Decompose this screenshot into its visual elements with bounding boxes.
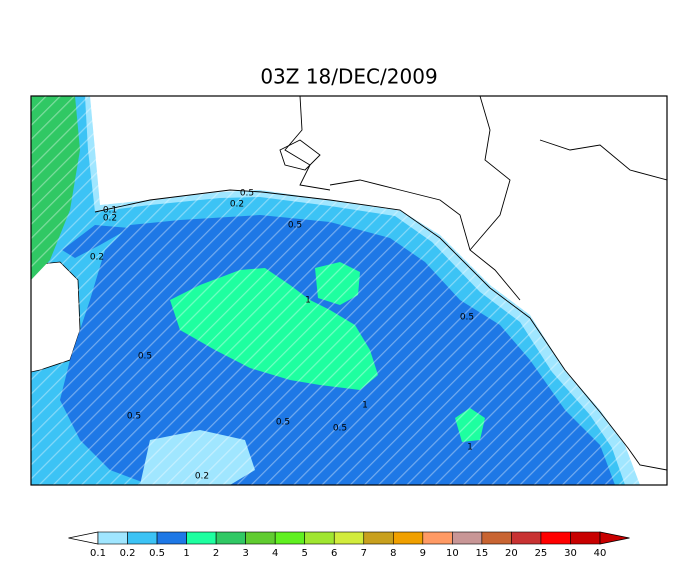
colorbar-high-triangle (599, 531, 630, 545)
colorbar-label: 4 (272, 548, 278, 559)
map-area (31, 96, 667, 485)
contour-label: 0.5 (127, 412, 141, 422)
colorbar-low-triangle (68, 531, 99, 545)
contour-label: 1 (305, 296, 311, 306)
colorbar-label: 2 (213, 548, 219, 559)
colorbar-label: 30 (564, 548, 577, 559)
colorbar-label: 0.5 (149, 548, 165, 559)
colorbar-box (156, 531, 187, 545)
colorbar-label: 6 (331, 548, 337, 559)
colorbar-box (245, 531, 276, 545)
contour-label: 1 (467, 443, 473, 453)
colorbar-label: 5 (302, 548, 308, 559)
contour-label: 0.5 (240, 189, 254, 199)
colorbar-box (452, 531, 483, 545)
contour-label: 0.1 (103, 206, 117, 216)
contour-label: 0.5 (138, 352, 152, 362)
colorbar-label: 25 (535, 548, 548, 559)
contour-label: 0.5 (460, 313, 474, 323)
colorbar-label: 15 (476, 548, 489, 559)
contour-label: 0.2 (230, 200, 244, 210)
colorbar-label: 1 (183, 548, 189, 559)
contour-label: 0.5 (276, 418, 290, 428)
contour-label: 0.2 (195, 472, 209, 482)
contour-label: 0.5 (333, 424, 347, 434)
colorbar-box (127, 531, 158, 545)
colorbar-box (481, 531, 512, 545)
contour-label: 0.5 (288, 221, 302, 231)
colorbar-label: 10 (446, 548, 459, 559)
colorbar-label: 7 (361, 548, 367, 559)
colorbar-label: 3 (242, 548, 248, 559)
map-title: 03Z 18/DEC/2009 (260, 65, 437, 89)
colorbar-box (186, 531, 217, 545)
colorbar-label: 9 (420, 548, 426, 559)
map-frame (30, 95, 668, 486)
colorbar-box (570, 531, 601, 545)
contour-label: 1 (362, 401, 368, 411)
colorbar-box (304, 531, 335, 545)
colorbar-box (333, 531, 365, 545)
colorbar-box (540, 531, 571, 545)
colorbar-box (422, 531, 453, 545)
colorbar-label: 0.1 (90, 548, 106, 559)
colorbar-label: 40 (594, 548, 607, 559)
contour-label: 0.2 (90, 253, 104, 263)
colorbar-box (97, 531, 128, 545)
colorbar-label: 0.2 (120, 548, 136, 559)
colorbar-box (363, 531, 394, 545)
colorbar-box (274, 531, 306, 545)
colorbar-label: 20 (505, 548, 518, 559)
colorbar-box (392, 531, 424, 545)
colorbar-box (215, 531, 246, 545)
contour-labels: 0.1 0.2 0.2 0.5 0.5 0.2 0.5 1 0.5 0.5 0.… (90, 189, 474, 482)
colorbar: 0.1 0.2 0.5 1 2 3 4 5 6 7 8 9 10 15 20 25 30 40 (68, 531, 630, 559)
contour-label: 0.2 (103, 214, 117, 224)
colorbar-box (511, 531, 542, 545)
colorbar-label: 8 (390, 548, 396, 559)
